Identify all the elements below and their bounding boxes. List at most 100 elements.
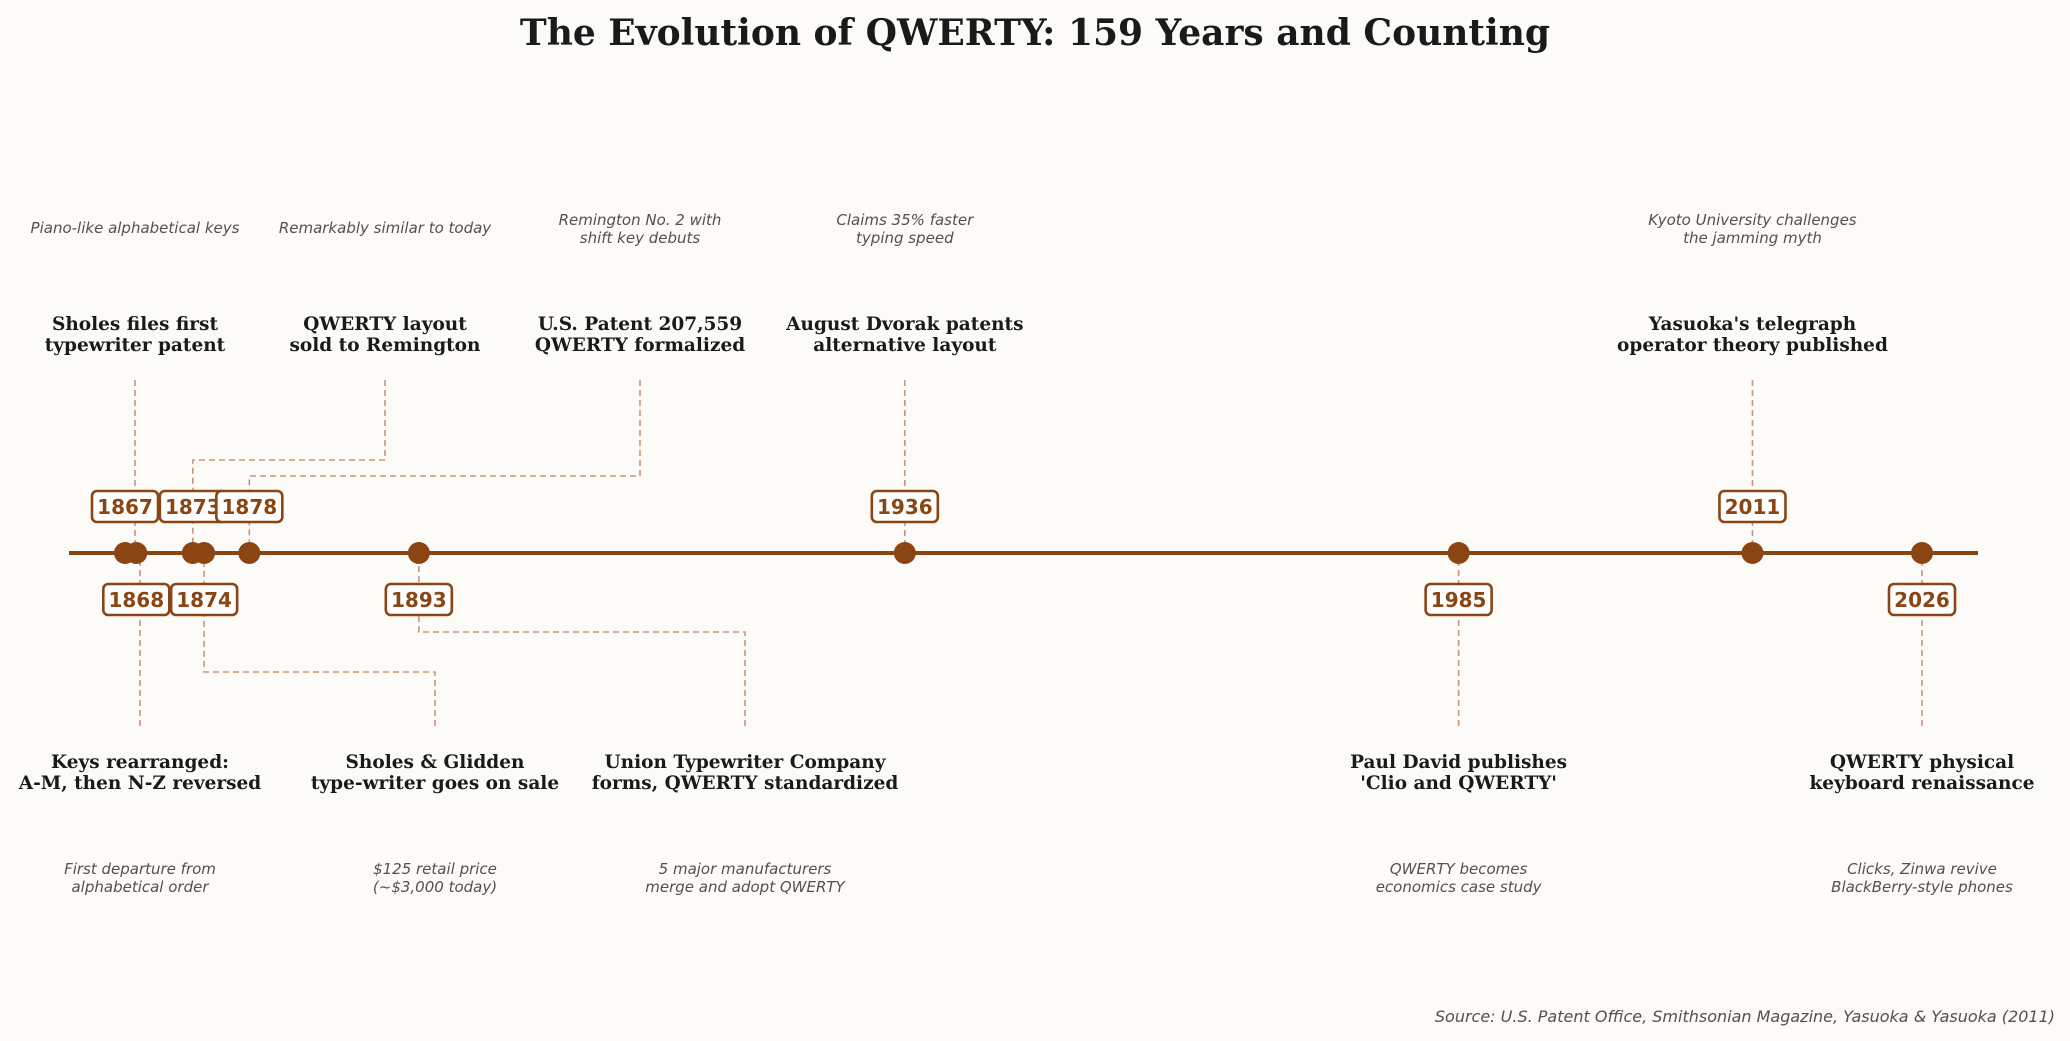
event-subtitle-line: BlackBerry-style phones <box>1831 878 2013 896</box>
event-subtitle-line: typing speed <box>856 229 954 247</box>
year-label: 1867 <box>97 495 153 519</box>
event-subtitle: 5 major manufacturers merge and adopt QWE… <box>645 860 846 896</box>
timeline-event-1936: 1936 August Dvorak patents alternative lay… <box>785 211 1024 564</box>
event-marker <box>1447 542 1470 564</box>
year-badge <box>215 489 284 524</box>
event-title: Keys rearranged: A-M, then N-Z reversed <box>18 752 262 794</box>
connector-line <box>203 553 436 726</box>
event-subtitle: Piano-like alphabetical keys <box>31 219 240 237</box>
year-badge <box>384 582 454 617</box>
event-subtitle-line: Kyoto University challenges <box>1648 211 1857 229</box>
timeline-event-1893: 1893 Union Typewriter Company forms, QWERT… <box>384 542 899 896</box>
connector-line <box>418 553 746 726</box>
event-title-line: operator theory published <box>1617 335 1888 356</box>
year-badge <box>1718 489 1787 524</box>
event-title-line: alternative layout <box>813 335 997 356</box>
event-title: August Dvorak patents alternative layout <box>785 314 1023 356</box>
event-subtitle-line: alphabetical order <box>71 878 209 896</box>
year-badge <box>90 489 160 524</box>
event-title: Sholes files first typewriter patent <box>45 314 226 356</box>
event-subtitle-line: QWERTY becomes <box>1390 860 1528 878</box>
event-title: Paul David publishes 'Clio and QWERTY' <box>1350 752 1567 794</box>
event-subtitle: $125 retail price (~$3,000 today) <box>373 860 497 896</box>
event-title: Yasuoka's telegraph operator theory publi… <box>1617 314 1888 356</box>
event-title-line: Yasuoka's telegraph <box>1648 314 1857 335</box>
event-title-line: August Dvorak patents <box>785 314 1023 335</box>
timeline-event-2011: 2011 Yasuoka's telegraph operator theory p… <box>1617 211 1888 564</box>
year-label: 1936 <box>877 495 933 519</box>
event-title-line: typewriter patent <box>45 335 226 356</box>
event-title-line: keyboard renaissance <box>1809 773 2034 794</box>
event-title-line: A-M, then N-Z reversed <box>18 773 262 794</box>
event-subtitle-line: First departure from <box>64 860 216 878</box>
event-title-line: Keys rearranged: <box>51 752 229 773</box>
event-subtitle: QWERTY becomes economics case study <box>1376 860 1543 896</box>
connector-line <box>192 380 386 553</box>
year-label: 1985 <box>1431 588 1487 612</box>
timeline-event-1878: 1878 U.S. Patent 207,559 QWERTY formalized… <box>215 211 745 564</box>
event-subtitle: Claims 35% faster typing speed <box>836 211 974 247</box>
event-subtitle: Kyoto University challenges the jamming m… <box>1648 211 1857 247</box>
event-marker <box>1741 542 1764 564</box>
event-title-line: forms, QWERTY standardized <box>592 773 899 794</box>
events-layer: 1867 Sholes files first typewriter patent P… <box>18 211 2035 896</box>
event-subtitle-line: the jamming myth <box>1683 229 1822 247</box>
event-title: Union Typewriter Company forms, QWERTY st… <box>592 752 899 794</box>
event-title-line: Paul David publishes <box>1350 752 1567 773</box>
event-marker <box>407 542 430 564</box>
event-subtitle-line: economics case study <box>1376 878 1543 896</box>
event-subtitle-line: shift key debuts <box>580 229 701 247</box>
year-badge <box>169 582 239 617</box>
event-title-line: Sholes files first <box>52 314 219 335</box>
event-marker <box>1911 542 1933 564</box>
event-subtitle-line: (~$3,000 today) <box>373 878 497 896</box>
event-title-line: QWERTY layout <box>303 314 467 335</box>
year-badge <box>1424 582 1493 617</box>
timeline-event-1867: 1867 Sholes files first typewriter patent P… <box>31 219 240 564</box>
timeline-event-1873: 1873 QWERTY layout sold to Remington Remark… <box>158 219 492 564</box>
timeline-event-2026: 2026 QWERTY physical keyboard renaissance C… <box>1809 542 2035 896</box>
event-title-line: 'Clio and QWERTY' <box>1360 773 1557 794</box>
year-badge <box>870 489 940 524</box>
year-label: 1893 <box>391 588 447 612</box>
event-title: QWERTY physical keyboard renaissance <box>1809 752 2034 794</box>
event-title-line: QWERTY physical <box>1830 752 2014 773</box>
event-title: QWERTY layout sold to Remington <box>290 314 482 356</box>
timeline-event-1868: 1868 Keys rearranged: A-M, then N-Z revers… <box>18 542 262 896</box>
year-badge <box>102 582 171 617</box>
event-title-line: Sholes & Glidden <box>346 752 525 773</box>
year-label: 2026 <box>1894 588 1950 612</box>
year-label: 1873 <box>165 495 221 519</box>
event-subtitle: Remington No. 2 with shift key debuts <box>559 211 722 247</box>
timeline-event-1985: 1985 Paul David publishes 'Clio and QWERTY… <box>1350 542 1567 896</box>
year-label: 1868 <box>108 588 164 612</box>
event-marker <box>125 542 148 564</box>
event-title-line: U.S. Patent 207,559 <box>538 314 742 335</box>
source-note: Source: U.S. Patent Office, Smithsonian … <box>1435 1007 2055 1026</box>
year-label: 1878 <box>221 495 277 519</box>
year-badge <box>1887 582 1957 617</box>
event-marker <box>193 542 216 564</box>
event-title-line: type-writer goes on sale <box>311 773 559 794</box>
event-title-line: QWERTY formalized <box>535 335 745 356</box>
event-subtitle: Clicks, Zinwa revive BlackBerry-style pho… <box>1831 860 2013 896</box>
event-title: Sholes & Glidden type-writer goes on sale <box>311 752 559 794</box>
event-subtitle-line: Piano-like alphabetical keys <box>31 219 240 237</box>
event-title: U.S. Patent 207,559 QWERTY formalized <box>535 314 745 356</box>
event-subtitle-line: Remington No. 2 with <box>559 211 722 229</box>
event-subtitle: Remarkably similar to today <box>279 219 492 237</box>
event-title-line: sold to Remington <box>290 335 482 356</box>
connector-line <box>248 380 641 553</box>
event-subtitle: First departure from alphabetical order <box>64 860 216 896</box>
event-marker <box>238 542 261 564</box>
event-marker <box>893 542 916 564</box>
event-subtitle-line: Clicks, Zinwa revive <box>1847 860 1997 878</box>
year-label: 1874 <box>176 588 232 612</box>
event-subtitle-line: Remarkably similar to today <box>279 219 492 237</box>
event-subtitle-line: merge and adopt QWERTY <box>645 878 846 896</box>
chart-title: The Evolution of QWERTY: 159 Years and C… <box>520 12 1550 54</box>
event-subtitle-line: $125 retail price <box>373 860 497 878</box>
event-subtitle-line: Claims 35% faster <box>836 211 974 229</box>
